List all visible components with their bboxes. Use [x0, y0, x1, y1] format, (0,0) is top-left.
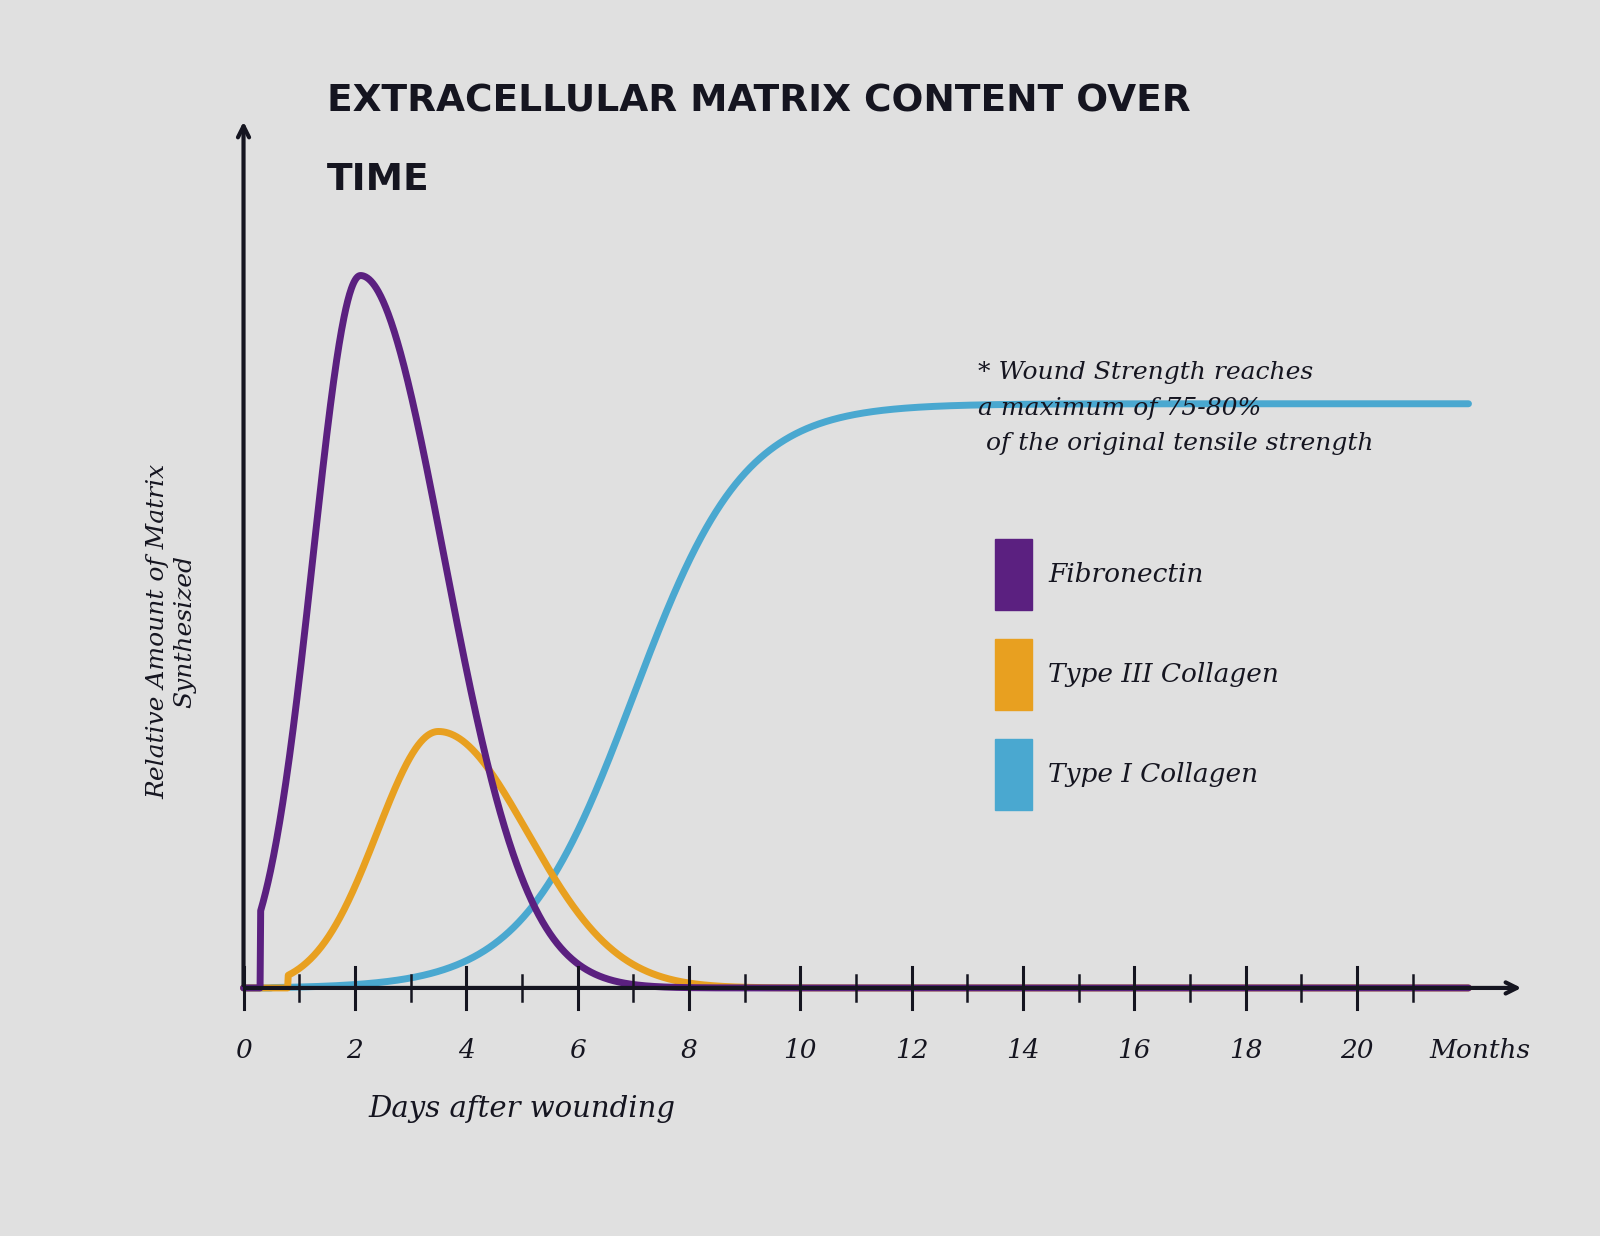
Text: EXTRACELLULAR MATRIX CONTENT OVER: EXTRACELLULAR MATRIX CONTENT OVER	[326, 83, 1190, 119]
Text: Type III Collagen: Type III Collagen	[1048, 662, 1278, 687]
Text: 10: 10	[784, 1038, 818, 1063]
Text: 4: 4	[458, 1038, 475, 1063]
Text: 14: 14	[1006, 1038, 1040, 1063]
Text: 12: 12	[894, 1038, 928, 1063]
Text: Fibronectin: Fibronectin	[1048, 562, 1203, 587]
Text: Months: Months	[1429, 1038, 1530, 1063]
Text: TIME: TIME	[326, 162, 430, 198]
Text: 2: 2	[347, 1038, 363, 1063]
FancyBboxPatch shape	[995, 739, 1032, 810]
Text: 18: 18	[1229, 1038, 1262, 1063]
Text: Days after wounding: Days after wounding	[368, 1095, 675, 1122]
Text: 20: 20	[1341, 1038, 1374, 1063]
Text: 6: 6	[570, 1038, 586, 1063]
FancyBboxPatch shape	[995, 539, 1032, 611]
FancyBboxPatch shape	[995, 639, 1032, 711]
Text: * Wound Strength reaches
a maximum of 75-80%
 of the original tensile strength: * Wound Strength reaches a maximum of 75…	[979, 361, 1374, 455]
Text: 8: 8	[680, 1038, 698, 1063]
Text: 16: 16	[1118, 1038, 1150, 1063]
Text: Relative Amount of Matrix
Synthesized: Relative Amount of Matrix Synthesized	[146, 464, 195, 800]
Text: Type I Collagen: Type I Collagen	[1048, 761, 1258, 787]
Text: 0: 0	[235, 1038, 251, 1063]
